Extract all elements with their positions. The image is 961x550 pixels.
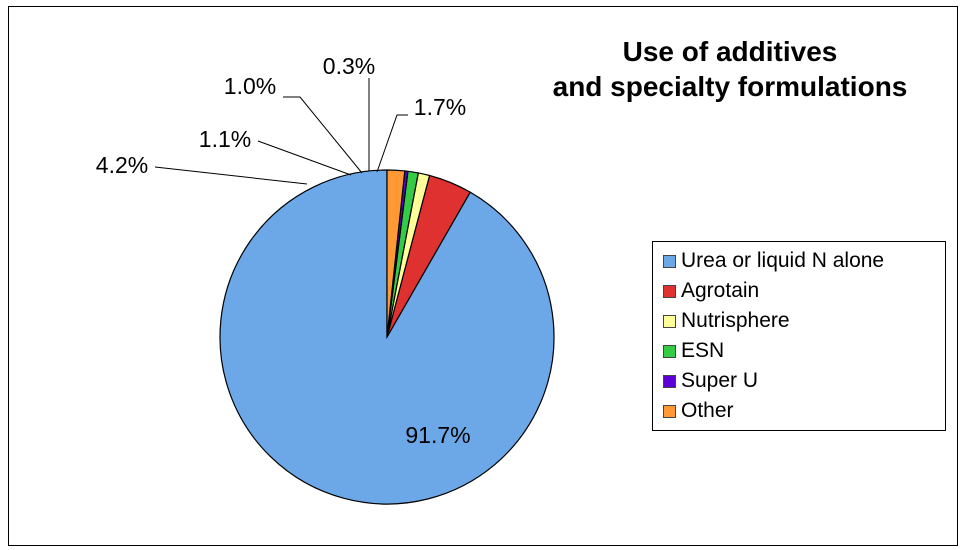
data-label-esn: 1.0% [224, 73, 276, 99]
legend-label-nutrisphere: Nutrisphere [681, 309, 790, 332]
legend-swatch-super-u [663, 374, 676, 388]
data-label-urea: 91.7% [405, 422, 470, 448]
chart-title: Use of additives and specialty formulati… [520, 34, 940, 104]
legend-item-esn: ESN [663, 336, 945, 366]
legend-label-urea: Urea or liquid N alone [681, 249, 885, 272]
legend: Urea or liquid N alone Agrotain Nutrisph… [652, 241, 946, 431]
legend-label-esn: ESN [681, 339, 725, 362]
legend-item-other: Other [663, 396, 945, 426]
pie-slice-other [386, 169, 406, 338]
chart-title-line-1: Use of additives [622, 36, 838, 67]
legend-item-super-u: Super U [663, 366, 945, 396]
data-label-agrotain: 4.2% [96, 152, 148, 178]
legend-swatch-esn [663, 344, 676, 358]
legend-item-nutrisphere: Nutrisphere [663, 306, 945, 336]
legend-swatch-other [663, 404, 676, 418]
legend-label-other: Other [681, 399, 734, 422]
leader-line-nutrisphere [257, 140, 352, 176]
data-label-other: 1.7% [414, 94, 466, 120]
legend-label-super-u: Super U [681, 369, 759, 392]
legend-swatch-urea [663, 254, 676, 268]
legend-swatch-agrotain [663, 284, 676, 298]
data-label-nutrisphere: 1.1% [199, 126, 251, 152]
chart-title-line-2: and specialty formulations [552, 71, 908, 102]
legend-swatch-nutrisphere [663, 314, 676, 328]
legend-label-agrotain: Agrotain [681, 279, 760, 302]
leader-line-agrotain [154, 166, 308, 185]
legend-item-urea: Urea or liquid N alone [663, 246, 945, 276]
leader-line-esn [283, 96, 363, 174]
leader-line-other [376, 114, 408, 173]
legend-item-agrotain: Agrotain [663, 276, 945, 306]
data-label-super-u: 0.3% [323, 53, 375, 79]
